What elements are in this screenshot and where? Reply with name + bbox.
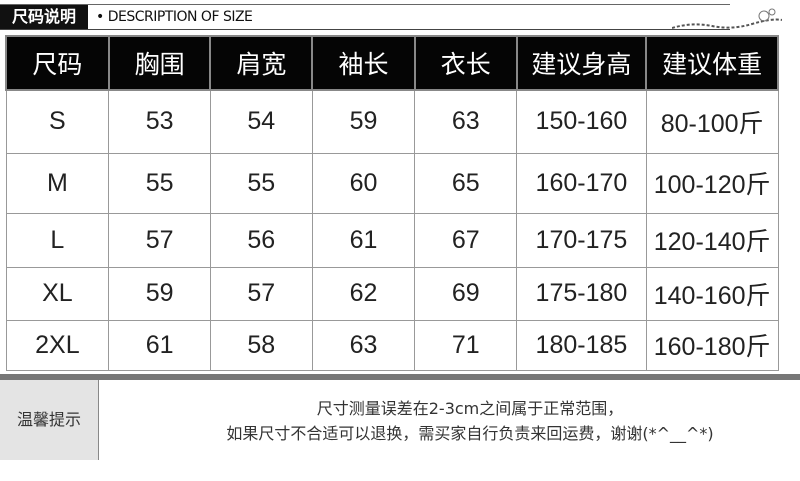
table-cell: XL [5, 266, 110, 321]
title-label: 尺码说明 [0, 5, 88, 29]
table-cell: 63 [414, 89, 518, 154]
table-cell: 2XL [5, 319, 110, 371]
column-header: 建议身高 [515, 35, 648, 91]
table-cell: L [5, 212, 110, 268]
table-cell: 53 [108, 89, 211, 154]
table-cell: M [5, 152, 110, 214]
header-row: 尺码 胸围 肩宽 袖长 衣长 建议身高 建议体重 [5, 35, 779, 91]
column-header: 胸围 [107, 35, 212, 91]
table-cell: 120-140斤 [645, 212, 779, 268]
table-cell: 59 [108, 266, 211, 321]
title-bar: 尺码说明 • DESCRIPTION OF SIZE [0, 4, 730, 30]
tips-line-2: 如果尺寸不合适可以退换，需买家自行负责来回运费，谢谢(*^__^*) [226, 424, 714, 443]
title-description: • DESCRIPTION OF SIZE [96, 9, 253, 25]
table-cell: 55 [108, 152, 211, 214]
table-cell: 150-160 [516, 89, 647, 154]
table-cell: 160-170 [516, 152, 647, 214]
table-cell: 80-100斤 [645, 89, 779, 154]
table-cell: 58 [209, 319, 313, 371]
table-row: M 55 55 60 65 160-170 100-120斤 [5, 152, 779, 214]
table-cell: 67 [414, 212, 518, 268]
column-header: 衣长 [413, 35, 518, 91]
table-cell: 61 [108, 319, 211, 371]
table-cell: 69 [414, 266, 518, 321]
table-cell: 60 [311, 152, 416, 214]
table-cell: 160-180斤 [645, 319, 779, 371]
column-header: 尺码 [5, 35, 110, 91]
size-table: 尺码 胸围 肩宽 袖长 衣长 建议身高 建议体重 S 53 54 59 63 150-160 80-10… [5, 35, 779, 371]
column-header: 袖长 [311, 35, 416, 91]
table-cell: 59 [311, 89, 416, 154]
table-cell: 180-185 [516, 319, 647, 371]
table-cell: 54 [209, 89, 313, 154]
table-cell: 57 [108, 212, 211, 268]
table-cell: S [5, 89, 110, 154]
tips-text: 尺寸测量误差在2-3cm之间属于正常范围， 如果尺寸不合适可以退换，需买家自行负… [140, 396, 800, 446]
column-header: 肩宽 [209, 35, 314, 91]
table-cell: 63 [311, 319, 416, 371]
table-cell: 57 [209, 266, 313, 321]
table-cell: 175-180 [516, 266, 647, 321]
table-row: XL 59 57 62 69 175-180 140-160斤 [5, 266, 779, 321]
table-cell: 55 [209, 152, 313, 214]
table-cell: 71 [414, 319, 518, 371]
table-cell: 100-120斤 [645, 152, 779, 214]
table-row: L 57 56 61 67 170-175 120-140斤 [5, 212, 779, 268]
tips-label: 温馨提示 [0, 380, 99, 460]
tips-line-1: 尺寸测量误差在2-3cm之间属于正常范围， [316, 399, 624, 418]
table-cell: 170-175 [516, 212, 647, 268]
table-row: S 53 54 59 63 150-160 80-100斤 [5, 89, 779, 154]
table-cell: 56 [209, 212, 313, 268]
divider-bar [0, 374, 800, 380]
table-cell: 61 [311, 212, 416, 268]
flower-decoration-icon [672, 8, 782, 29]
table-row: 2XL 61 58 63 71 180-185 160-180斤 [5, 319, 779, 371]
table-cell: 62 [311, 266, 416, 321]
table-cell: 140-160斤 [645, 266, 779, 321]
table-cell: 65 [414, 152, 518, 214]
column-header: 建议体重 [645, 35, 779, 91]
